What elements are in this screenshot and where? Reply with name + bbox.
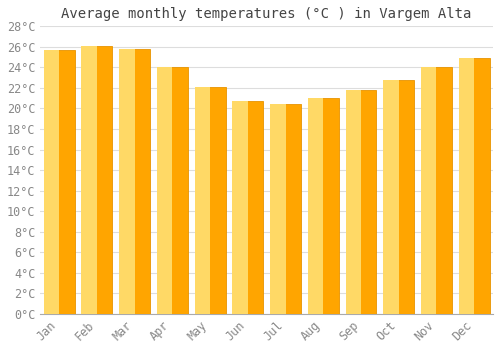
Bar bbox=[82, 46, 97, 314]
Bar bbox=[384, 80, 414, 314]
Bar bbox=[157, 67, 188, 314]
Bar bbox=[346, 90, 376, 314]
Bar bbox=[44, 50, 59, 314]
Bar bbox=[119, 49, 150, 314]
Bar bbox=[308, 98, 338, 314]
Bar bbox=[232, 101, 264, 314]
Bar bbox=[458, 58, 490, 314]
Bar bbox=[119, 49, 134, 314]
Bar bbox=[421, 67, 452, 314]
Bar bbox=[346, 90, 361, 314]
Title: Average monthly temperatures (°C ) in Vargem Alta: Average monthly temperatures (°C ) in Va… bbox=[62, 7, 472, 21]
Bar bbox=[157, 67, 172, 314]
Bar bbox=[421, 67, 436, 314]
Bar bbox=[44, 50, 74, 314]
Bar bbox=[270, 104, 285, 314]
Bar bbox=[384, 80, 398, 314]
Bar bbox=[232, 101, 248, 314]
Bar bbox=[194, 87, 226, 314]
Bar bbox=[308, 98, 324, 314]
Bar bbox=[458, 58, 474, 314]
Bar bbox=[82, 46, 112, 314]
Bar bbox=[270, 104, 301, 314]
Bar bbox=[194, 87, 210, 314]
